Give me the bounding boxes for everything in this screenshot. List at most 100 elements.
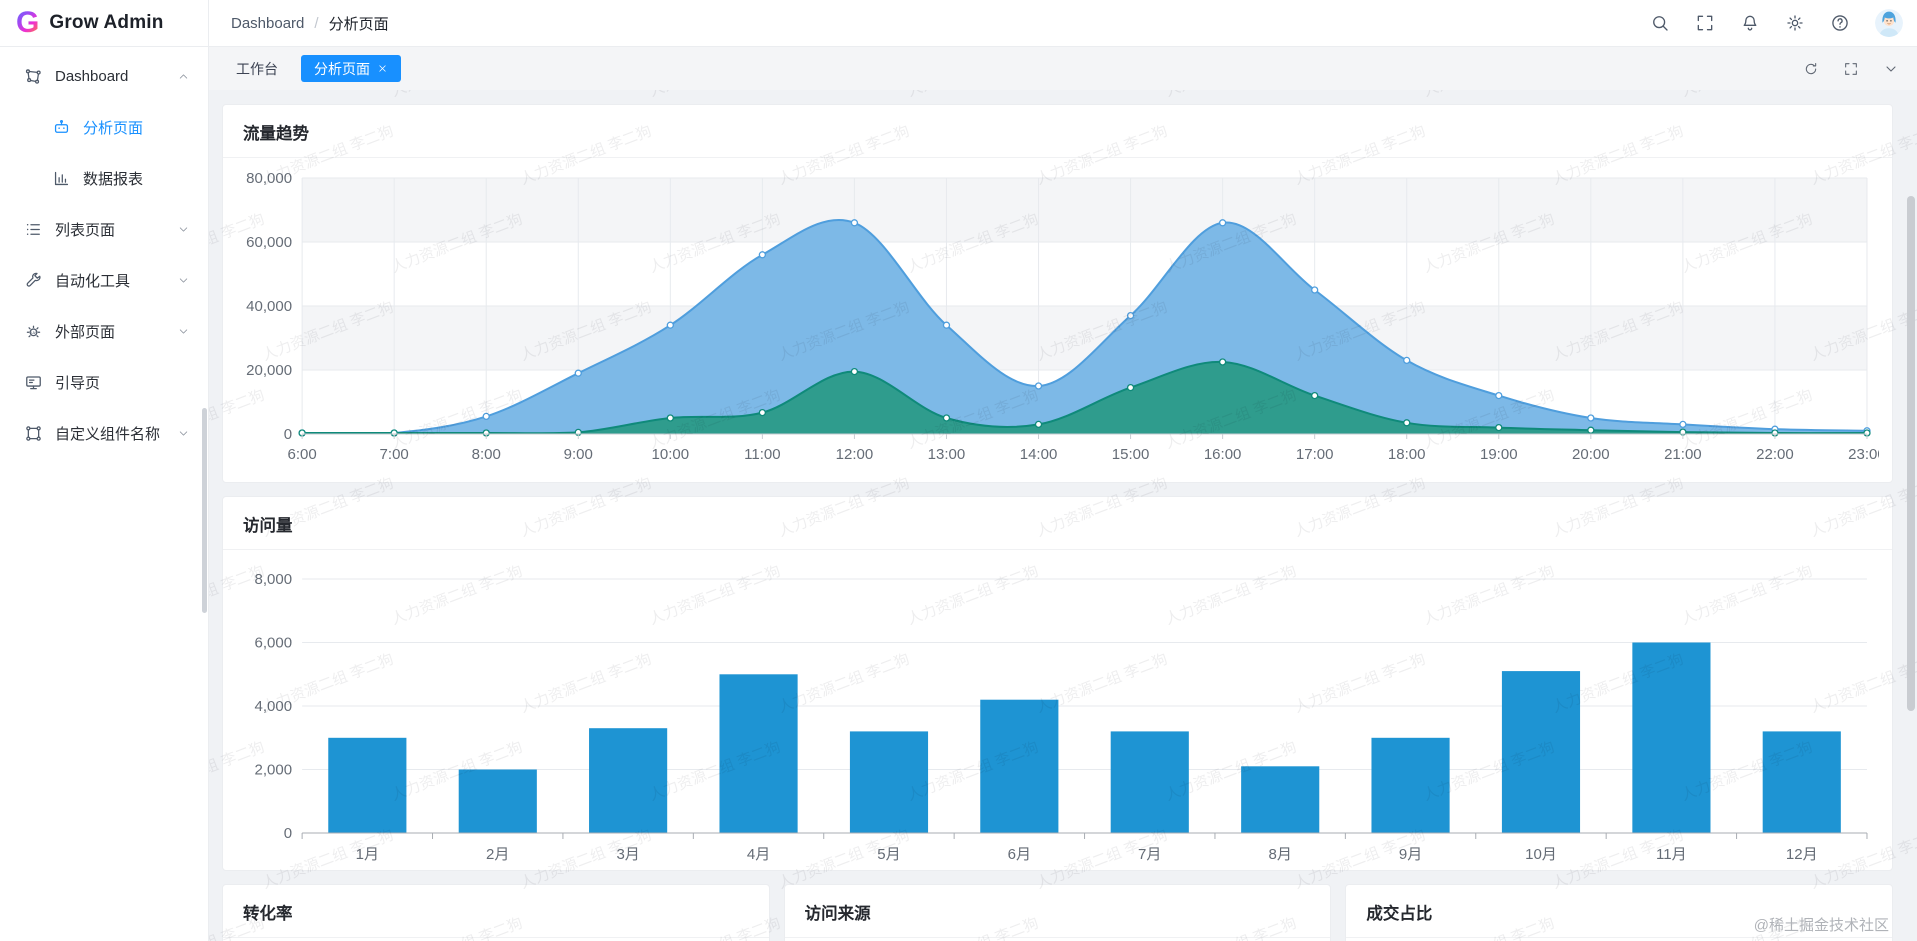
conversion-rate-card: 转化率: [222, 884, 770, 941]
svg-text:12月: 12月: [1786, 846, 1818, 862]
topbar: Dashboard / 分析页面: [209, 0, 1917, 47]
sidebar-item-dashboard[interactable]: Dashboard: [0, 51, 208, 102]
watermark-text: 人力资源二组 李二狗: [209, 90, 267, 101]
svg-text:18:00: 18:00: [1388, 446, 1426, 463]
tab-analysis-page[interactable]: 分析页面: [301, 55, 401, 82]
chevron-down-icon: [179, 329, 188, 334]
deal-share-card: 成交占比: [1345, 884, 1894, 941]
gear-icon[interactable]: [1785, 13, 1805, 33]
tab-label: 工作台: [236, 60, 278, 77]
main-area: Dashboard / 分析页面: [209, 0, 1917, 941]
svg-text:2,000: 2,000: [255, 762, 293, 779]
bottom-cards-row: 转化率 访问来源 成交占比: [222, 884, 1894, 941]
svg-text:13:00: 13:00: [928, 446, 966, 463]
svg-text:5月: 5月: [877, 846, 900, 862]
bell-icon[interactable]: [1740, 13, 1760, 33]
robot-icon: [54, 119, 69, 133]
svg-text:60,000: 60,000: [246, 234, 292, 251]
help-icon[interactable]: [1830, 13, 1850, 33]
svg-text:14:00: 14:00: [1020, 446, 1058, 463]
svg-text:19:00: 19:00: [1480, 446, 1518, 463]
refresh-icon[interactable]: [1803, 61, 1819, 77]
svg-text:11:00: 11:00: [744, 446, 780, 463]
tab-strip: 工作台 分析页面: [209, 47, 1917, 90]
svg-text:23:00: 23:00: [1848, 446, 1879, 463]
report-chart-icon: [54, 171, 69, 186]
svg-text:4,000: 4,000: [255, 698, 293, 715]
svg-text:15:00: 15:00: [1112, 446, 1150, 463]
svg-text:1月: 1月: [356, 846, 379, 862]
svg-text:8:00: 8:00: [472, 446, 501, 463]
card-title: 流量趋势: [223, 105, 1892, 158]
tab-workbench[interactable]: 工作台: [223, 55, 291, 82]
svg-text:22:00: 22:00: [1756, 446, 1794, 463]
svg-text:0: 0: [284, 426, 292, 443]
tabs: 工作台 分析页面: [223, 55, 401, 82]
breadcrumb: Dashboard / 分析页面: [231, 13, 389, 34]
svg-text:6:00: 6:00: [288, 446, 317, 463]
svg-text:21:00: 21:00: [1664, 446, 1702, 463]
svg-text:6月: 6月: [1008, 846, 1031, 862]
visits-bar-chart[interactable]: 0 2,000 4,000 6,000 8,000 1月 2月 3月 4月 5月 6月 7月 8月 9月 1…: [236, 554, 1879, 862]
expand-icon[interactable]: [1843, 61, 1859, 77]
list-icon: [26, 224, 40, 235]
svg-text:12:00: 12:00: [836, 446, 874, 463]
svg-text:16:00: 16:00: [1204, 446, 1242, 463]
card-title: 访问量: [223, 497, 1892, 550]
sidebar-item-guide-page[interactable]: 引导页: [0, 357, 208, 408]
traffic-trend-area-chart[interactable]: 0 20,000 40,000 60,000 80,000 6:00 7:00 8:00 9:0…: [236, 162, 1879, 474]
watermark-text: 人力资源二组 李二狗: [388, 90, 525, 101]
sidebar-item-list-pages[interactable]: 列表页面: [0, 204, 208, 255]
svg-text:10月: 10月: [1525, 846, 1557, 862]
svg-text:9:00: 9:00: [564, 446, 593, 463]
svg-text:4月: 4月: [747, 846, 770, 862]
svg-text:80,000: 80,000: [246, 170, 292, 187]
svg-text:0: 0: [284, 825, 292, 842]
topbar-actions: [1650, 9, 1903, 37]
traffic-trend-card: 流量趋势 0 20,000 40,000 60,000 80,000 6:00 7:00 8:…: [222, 104, 1893, 483]
tools-icon: [26, 272, 41, 287]
sidebar-item-data-report[interactable]: 数据报表: [0, 153, 208, 204]
chevron-up-icon: [179, 74, 188, 79]
svg-text:6,000: 6,000: [255, 635, 293, 652]
sidebar-item-label: 数据报表: [83, 171, 144, 188]
fullscreen-icon[interactable]: [1695, 13, 1715, 33]
logo[interactable]: G Grow Admin: [0, 0, 208, 47]
sidebar-item-label: 列表页面: [55, 222, 116, 239]
avatar[interactable]: [1875, 9, 1903, 37]
page-scrollbar[interactable]: [1907, 196, 1915, 711]
chevron-down-icon: [179, 278, 188, 283]
card-title: 访问来源: [784, 885, 1331, 938]
app-title: Grow Admin: [49, 12, 164, 33]
watermark-text: 人力资源二组 李二狗: [904, 90, 1041, 101]
sidebar-item-external-pages[interactable]: uv 外部页面: [0, 306, 208, 357]
search-icon[interactable]: [1650, 13, 1670, 33]
chevron-down-icon[interactable]: [1883, 61, 1899, 77]
traffic-trend-chart-wrap: 0 20,000 40,000 60,000 80,000 6:00 7:00 8:00 9:0…: [223, 158, 1892, 482]
svg-text:8月: 8月: [1268, 846, 1291, 862]
svg-text:20:00: 20:00: [1572, 446, 1610, 463]
close-icon[interactable]: [377, 63, 388, 74]
dashboard-icon: [25, 69, 41, 84]
breadcrumb-root[interactable]: Dashboard: [231, 14, 305, 32]
svg-text:7:00: 7:00: [380, 446, 409, 463]
svg-text:10:00: 10:00: [652, 446, 690, 463]
tab-actions: [1803, 61, 1899, 77]
svg-text:9月: 9月: [1399, 846, 1422, 862]
sidebar-scrollbar[interactable]: [202, 408, 207, 613]
sidebar-item-automation-tools[interactable]: 自动化工具: [0, 255, 208, 306]
sidebar-item-label: 自定义组件名称: [55, 426, 161, 443]
sidebar-item-label: Dashboard: [55, 68, 129, 85]
app-logo-icon: G: [16, 6, 40, 39]
monitor-icon: [26, 376, 41, 390]
community-credit: @稀土掘金技术社区: [1753, 917, 1889, 934]
svg-text:8,000: 8,000: [255, 571, 293, 588]
card-title: 成交占比: [1346, 885, 1893, 938]
components-icon: [26, 426, 41, 441]
sidebar-item-label: 自动化工具: [55, 273, 131, 290]
sidebar-item-custom-components[interactable]: 自定义组件名称: [0, 408, 208, 459]
watermark-text: 人力资源二组 李二狗: [1162, 90, 1299, 101]
sidebar-item-analysis-page[interactable]: 分析页面: [0, 102, 208, 153]
svg-text:11月: 11月: [1656, 846, 1687, 862]
sidebar-item-label: 分析页面: [83, 120, 144, 137]
